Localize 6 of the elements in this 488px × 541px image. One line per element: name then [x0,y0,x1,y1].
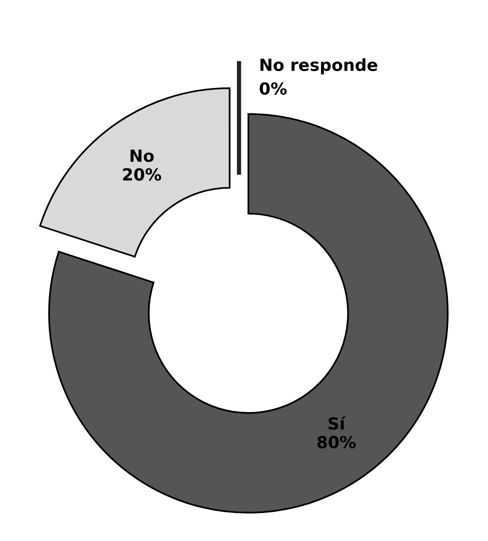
category-label: No responde [260,58,378,74]
slice-label: Sí [328,416,346,430]
data-label: 20% [123,168,162,181]
text: 0% [260,82,287,95]
data-label: 80% [317,436,356,448]
slice-label: No [130,150,154,162]
